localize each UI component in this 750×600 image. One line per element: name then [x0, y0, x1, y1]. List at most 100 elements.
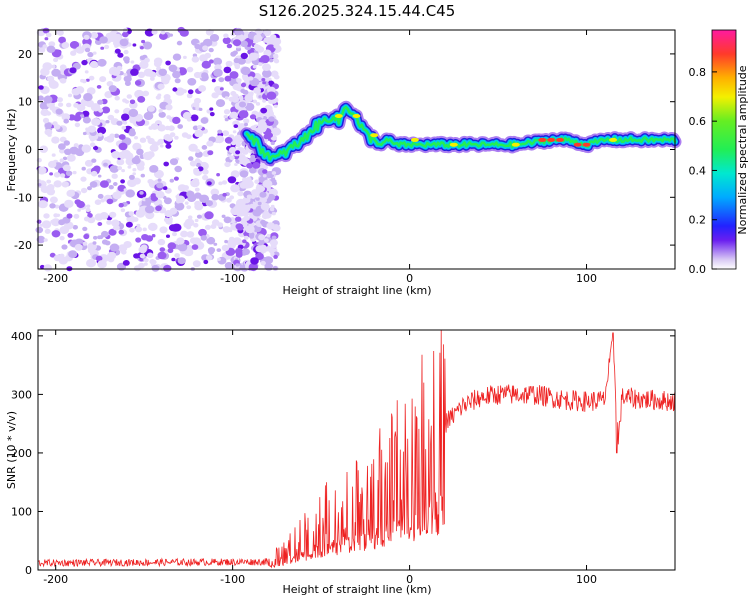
noise-blob: [224, 239, 229, 244]
noise-blob: [109, 165, 119, 173]
noise-blob: [117, 52, 124, 58]
snr-plot-area: [38, 330, 675, 570]
noise-blob: [129, 128, 135, 134]
noise-blob: [224, 117, 229, 122]
noise-blob: [86, 259, 96, 268]
noise-blob: [171, 257, 176, 262]
noise-blob: [58, 219, 66, 226]
noise-blob: [186, 231, 195, 238]
spectrogram-x-tick-label: 100: [576, 272, 597, 285]
noise-blob: [165, 104, 173, 111]
noise-blob: [143, 262, 148, 266]
noise-blob: [269, 207, 275, 212]
noise-blob: [205, 29, 214, 36]
noise-blob: [205, 254, 213, 261]
noise-blob: [153, 60, 162, 68]
noise-blob: [65, 170, 73, 176]
snr-x-label: Height of straight line (km): [282, 583, 431, 596]
noise-blob: [74, 199, 82, 205]
noise-blob: [222, 192, 227, 197]
noise-blob: [151, 29, 158, 35]
noise-blob: [214, 64, 222, 71]
noise-blob: [52, 221, 57, 225]
snr-y-tick-label: 300: [11, 388, 32, 401]
noise-blob: [206, 140, 214, 147]
noise-blob: [123, 72, 128, 77]
colorbar-ticks: 0.0 0.2 0.4 0.6 0.8: [689, 66, 717, 276]
noise-blob: [43, 95, 53, 104]
noise-blob: [155, 190, 165, 199]
noise-blob: [257, 201, 262, 206]
noise-blob: [55, 108, 63, 115]
noise-blob: [59, 236, 65, 241]
noise-blob: [73, 143, 79, 148]
snr-y-tick-label: 200: [11, 447, 32, 460]
noise-blob: [44, 37, 49, 41]
noise-blob: [263, 37, 271, 43]
noise-blob: [240, 40, 249, 48]
noise-blob: [89, 60, 99, 69]
noise-blob: [141, 39, 146, 44]
noise-blob: [45, 32, 52, 38]
noise-blob: [232, 130, 237, 134]
noise-blob: [80, 187, 88, 194]
noise-blob: [132, 142, 142, 151]
noise-blob: [229, 111, 238, 119]
noise-blob: [252, 65, 257, 69]
noise-blob: [266, 222, 276, 230]
noise-blob: [266, 234, 271, 238]
noise-blob: [204, 224, 211, 230]
spectrogram-x-tick-label: -100: [220, 272, 245, 285]
noise-blob: [46, 184, 55, 191]
snr-y-label: SNR (10 * v/v): [5, 411, 18, 489]
colorbar-tick-label: 0.6: [689, 115, 707, 128]
noise-blob: [106, 220, 112, 225]
ridge-hotspot: [511, 142, 520, 147]
ridge-hotspot: [547, 137, 556, 142]
noise-blob: [168, 125, 175, 131]
noise-blob: [224, 96, 229, 100]
noise-blob: [58, 36, 66, 44]
noise-blob: [235, 150, 241, 155]
noise-blob: [231, 95, 240, 103]
noise-blob: [134, 136, 138, 140]
noise-blob: [270, 34, 277, 40]
noise-blob: [172, 53, 182, 61]
ridge-hotspot: [334, 114, 343, 118]
noise-blob: [165, 60, 171, 66]
noise-blob: [217, 257, 221, 261]
noise-blob: [114, 95, 120, 101]
noise-blob: [249, 167, 257, 174]
snr-x-ticks: -200 -100 0 100: [43, 330, 597, 586]
noise-blob: [198, 85, 207, 92]
noise-blob: [234, 27, 243, 36]
snr-x-tick-label: 0: [406, 573, 413, 586]
noise-blob: [82, 226, 88, 232]
noise-blob: [96, 85, 102, 89]
noise-blob: [234, 163, 238, 166]
noise-blob: [73, 213, 80, 219]
noise-blob: [86, 204, 91, 208]
noise-blob: [205, 200, 213, 207]
noise-blob: [266, 91, 277, 100]
noise-blob: [202, 45, 209, 51]
colorbar-frame: [711, 29, 737, 270]
noise-blob: [63, 140, 70, 146]
noise-blob: [213, 68, 223, 77]
noise-blob: [186, 190, 195, 198]
noise-blob: [139, 46, 144, 50]
noise-blob: [268, 116, 275, 122]
noise-blob: [264, 263, 274, 271]
noise-blob: [192, 125, 199, 131]
noise-blob: [230, 51, 237, 57]
snr-x-tick-label: 100: [576, 573, 597, 586]
noise-blob: [211, 78, 216, 83]
noise-blob: [39, 145, 48, 153]
noise-blob: [200, 72, 209, 79]
noise-blob: [51, 68, 61, 77]
noise-blob: [137, 164, 145, 171]
noise-blob: [63, 118, 69, 124]
noise-blob: [225, 60, 233, 67]
noise-blob: [40, 67, 50, 76]
